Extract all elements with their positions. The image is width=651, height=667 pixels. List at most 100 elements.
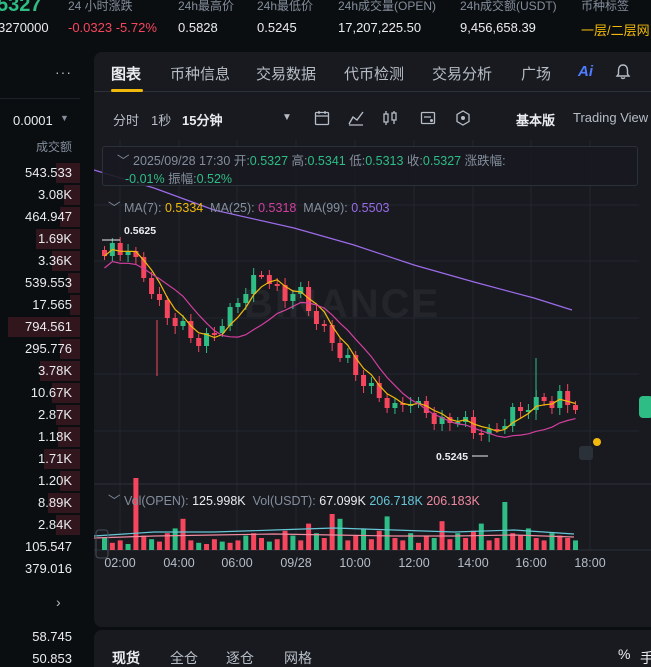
interval-1s[interactable]: 1秒 <box>151 113 172 128</box>
candle-body <box>282 285 288 301</box>
book-row[interactable]: 1.69K <box>0 228 80 250</box>
book-row[interactable]: 105.547 <box>0 536 80 558</box>
depth-bar <box>56 515 80 535</box>
ai-icon[interactable]: Ai <box>578 63 593 80</box>
ma7-value: 0.5334 <box>164 201 204 215</box>
candle-body <box>313 311 319 324</box>
tab-chart[interactable]: 图表 <box>111 66 142 83</box>
calendar-icon[interactable] <box>313 109 331 127</box>
more-dots-icon[interactable]: ··· <box>55 64 72 80</box>
candle-body <box>211 333 217 335</box>
chart-toolbar: 分时 1秒 15分钟 ▼ 基本版 Trading View <box>94 104 651 134</box>
open-label: 开: <box>233 154 250 168</box>
tradingview-toggle[interactable]: Trading View <box>573 110 649 125</box>
depth-bar <box>40 361 80 381</box>
tab-spot[interactable]: 现货 <box>112 650 140 666</box>
hexagon-icon[interactable] <box>454 109 472 127</box>
ohlc-line-2: -0.01% 振幅:0.52% <box>125 168 232 187</box>
book-row[interactable]: 10.67K <box>0 382 80 404</box>
volume-bar <box>361 528 367 550</box>
volume-bar <box>306 523 312 550</box>
volume-bar <box>282 530 288 550</box>
volume-bar <box>392 538 398 550</box>
hand-label[interactable]: 手 <box>640 650 651 666</box>
book-row[interactable]: 794.561 <box>0 316 80 338</box>
depth-bar <box>52 251 80 271</box>
ma25-label: MA(25): <box>210 201 255 215</box>
collapse-icon[interactable]: ﹀ <box>108 201 121 215</box>
candle-body <box>243 294 249 303</box>
candlestick-chart[interactable]: 0.5625 0.5245 02:00 04:00 06:00 09/28 10:00 12:… <box>94 140 651 610</box>
volume-bar <box>510 533 516 550</box>
book-row[interactable]: 8.89K <box>0 492 80 514</box>
candle-body <box>298 287 304 294</box>
candle-body <box>133 251 139 257</box>
book-row[interactable]: 3.36K <box>0 250 80 272</box>
depth-bar <box>36 229 80 249</box>
ma7-line <box>104 248 576 432</box>
tab-cross[interactable]: 全仓 <box>170 650 198 666</box>
book-row-value: 17.565 <box>32 297 72 312</box>
book-row[interactable]: 3.78K <box>0 360 80 382</box>
collapse-icon[interactable]: ﹀ <box>108 494 121 508</box>
change-value: -0.01% <box>125 172 165 186</box>
interval-15m[interactable]: 15分钟 <box>182 113 223 128</box>
volume-bar <box>423 535 429 550</box>
change-value: -0.0323 -5.72% <box>68 20 157 35</box>
close-label: 收: <box>406 154 423 168</box>
tab-square[interactable]: 广场 <box>521 66 552 83</box>
book-row[interactable]: 539.553 <box>0 272 80 294</box>
percent-icon[interactable]: % <box>618 646 631 662</box>
candle-body <box>494 429 500 431</box>
interval-dropdown-icon[interactable]: ▼ <box>282 112 292 123</box>
indicator-icon[interactable] <box>347 109 365 127</box>
book-row[interactable]: 58.745 <box>0 626 80 648</box>
book-row[interactable]: 1.71K <box>0 448 80 470</box>
settings-panel-icon[interactable] <box>419 109 437 127</box>
candle-body <box>392 403 398 408</box>
tab-isolated[interactable]: 逐仓 <box>226 650 254 666</box>
price-tag <box>639 396 651 418</box>
book-row[interactable]: 2.87K <box>0 404 80 426</box>
volume-bar <box>478 523 484 550</box>
book-row[interactable]: 379.016 <box>0 558 80 580</box>
candle-type-icon[interactable] <box>381 109 399 127</box>
book-row[interactable]: 2.84K <box>0 514 80 536</box>
book-row[interactable]: 543.533 <box>0 162 80 184</box>
candle-body <box>196 338 202 346</box>
chevron-right-icon[interactable]: › <box>56 594 61 610</box>
book-row[interactable]: 3.08K <box>0 184 80 206</box>
collapse-icon[interactable]: ﹀ <box>117 154 130 168</box>
volume-bar <box>102 538 107 550</box>
caret-down-icon[interactable]: ▼ <box>60 113 69 123</box>
book-row[interactable]: 295.776 <box>0 338 80 360</box>
open-value: 0.5327 <box>249 154 289 168</box>
ma25-value: 0.5318 <box>258 201 297 215</box>
book-row[interactable]: 50.853 <box>0 648 80 667</box>
tab-trade-analysis[interactable]: 交易分析 <box>432 66 493 83</box>
bell-icon[interactable] <box>614 63 632 81</box>
interval-timeline[interactable]: 分时 <box>113 113 140 128</box>
candle-body <box>368 383 374 386</box>
low-label: 24h最低价 <box>257 0 314 13</box>
book-row-value: 50.853 <box>32 651 72 666</box>
candle-body <box>439 417 445 424</box>
book-row[interactable]: 464.947 <box>0 206 80 228</box>
tab-trade-data[interactable]: 交易数据 <box>256 66 317 83</box>
tab-token-check[interactable]: 代币检测 <box>344 66 405 83</box>
basic-version-toggle[interactable]: 基本版 <box>516 113 556 128</box>
chart-area[interactable]: 0.5625 0.5245 02:00 04:00 06:00 09/28 10:00 12:… <box>94 140 651 610</box>
book-row[interactable]: 17.565 <box>0 294 80 316</box>
volume-bar <box>549 533 555 550</box>
tab-grid[interactable]: 网格 <box>284 650 312 666</box>
candle-body <box>345 355 351 358</box>
book-row[interactable]: 1.20K <box>0 470 80 492</box>
precision-select[interactable]: 0.0001 <box>13 113 53 128</box>
chart-panel: 图表 币种信息 交易数据 代币检测 交易分析 广场 Ai 分时 1秒 15分钟 … <box>94 52 651 627</box>
candle-body <box>361 375 367 386</box>
tag-value[interactable]: 一层/二层网 <box>581 23 650 38</box>
book-row[interactable]: 1.18K <box>0 426 80 448</box>
depth-bar <box>44 449 80 469</box>
x-tick-label: 10:00 <box>339 556 370 570</box>
tab-coin-info[interactable]: 币种信息 <box>170 66 231 83</box>
